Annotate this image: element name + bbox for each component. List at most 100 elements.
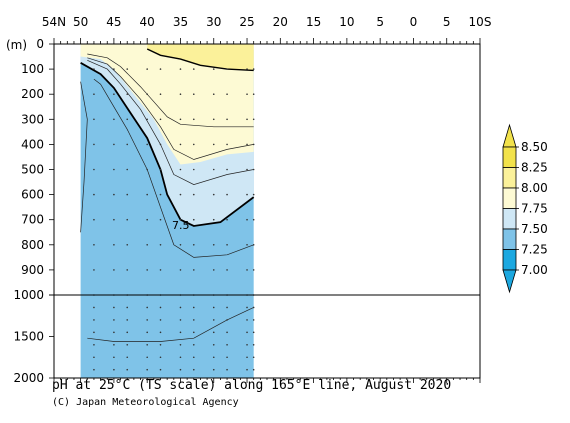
station-dot <box>179 143 182 146</box>
station-dot <box>159 193 162 196</box>
station-dot <box>226 356 228 359</box>
station-dot <box>226 331 228 334</box>
station-dot <box>126 143 129 146</box>
station-dot <box>93 344 95 346</box>
station-dot <box>246 368 248 371</box>
station-dot <box>226 168 228 171</box>
station-dot <box>226 306 228 309</box>
station-dot <box>179 118 182 121</box>
station-dot <box>252 218 255 221</box>
colorbar-arrow-top <box>502 123 517 148</box>
x-tick-label: 35 <box>173 15 188 29</box>
station-dot <box>93 68 95 70</box>
chart-plot-area <box>53 43 481 379</box>
station-dot <box>93 319 95 321</box>
station-dot <box>93 269 95 271</box>
contour-line-3 <box>93 78 254 258</box>
station-dot <box>226 344 228 346</box>
x-tick-label: 15 <box>306 15 321 29</box>
station-dot <box>113 306 115 309</box>
station-dot <box>252 269 255 271</box>
station-dot <box>179 269 182 271</box>
y-tick-label: 700 <box>21 213 44 227</box>
station-dot <box>126 118 129 121</box>
station-dot <box>159 331 162 334</box>
station-dot <box>179 331 182 334</box>
y-tick-label: 1500 <box>13 330 44 344</box>
station-dot <box>146 93 148 95</box>
colorbar-label: 7.00 <box>521 263 548 277</box>
contour-line-1 <box>87 57 254 160</box>
colorbar-label: 8.00 <box>521 181 548 195</box>
station-dot <box>113 168 115 171</box>
station-dot <box>159 269 162 271</box>
station-dot <box>192 344 195 346</box>
station-dot <box>212 331 215 334</box>
y-axis-unit-label: (m) <box>6 38 27 52</box>
colorbar-label: 7.50 <box>521 222 548 236</box>
x-tick-label: 54N <box>42 15 66 29</box>
contour-label: 7.5 <box>172 219 190 232</box>
station-dot <box>159 68 162 70</box>
data-regions <box>80 44 254 378</box>
station-dot <box>146 331 148 334</box>
station-dot <box>146 344 148 346</box>
x-tick-label: 50 <box>73 15 88 29</box>
station-dot <box>126 193 129 196</box>
station-dot <box>252 368 255 371</box>
station-dot <box>252 193 255 196</box>
y-tick-label: 1000 <box>13 288 44 302</box>
station-dot <box>226 368 228 371</box>
station-dot <box>93 244 95 246</box>
station-dot <box>126 306 129 309</box>
x-tick-label: 0 <box>410 15 418 29</box>
station-dot <box>252 168 255 171</box>
contour-8-0 <box>146 48 254 72</box>
station-dot <box>246 118 248 121</box>
colorbar: 8.50 8.25 8.00 7.75 7.50 7.25 7.00 <box>502 123 548 294</box>
station-dot <box>212 118 215 121</box>
colorbar-bin <box>502 146 517 168</box>
colorbar-label: 8.25 <box>521 161 548 175</box>
region-ph-8-0 <box>147 44 254 71</box>
credit-text: (C) Japan Meteorological Agency <box>52 397 239 408</box>
station-dot <box>192 368 195 371</box>
x-tick-label: 30 <box>206 15 221 29</box>
station-dot <box>146 368 148 371</box>
station-dot <box>246 356 248 359</box>
station-dot <box>159 306 162 309</box>
station-dot <box>179 306 182 309</box>
station-dot <box>159 356 162 359</box>
station-dot <box>159 244 162 246</box>
colorbar-bin <box>502 187 517 209</box>
station-dot <box>179 356 182 359</box>
station-dot <box>226 118 228 121</box>
station-dot <box>192 143 195 146</box>
station-dot <box>146 218 148 221</box>
station-dot <box>212 244 215 246</box>
station-dot <box>126 368 129 371</box>
station-dot <box>113 143 115 146</box>
station-dot <box>113 331 115 334</box>
station-dot <box>252 244 255 246</box>
station-dot <box>252 118 255 121</box>
station-dot <box>113 344 115 346</box>
station-dot <box>192 356 195 359</box>
x-tick-label: 10S <box>469 15 492 29</box>
station-dot <box>113 218 115 221</box>
station-dot <box>93 168 95 171</box>
x-axis: 54N 50 45 40 35 30 25 20 15 10 5 0 5 10S <box>42 15 492 383</box>
colorbar-label: 7.25 <box>521 243 548 257</box>
colorbar-arrow-bottom <box>502 269 517 294</box>
station-dot <box>113 319 115 321</box>
station-dot <box>212 168 215 171</box>
y-tick-label: 400 <box>21 137 44 151</box>
contour-deep <box>87 307 254 342</box>
station-dot <box>246 168 248 171</box>
station-dot <box>226 193 228 196</box>
station-dot <box>179 68 182 70</box>
station-dot <box>192 118 195 121</box>
station-dot <box>113 269 115 271</box>
station-dot <box>126 244 129 246</box>
station-dot <box>246 344 248 346</box>
